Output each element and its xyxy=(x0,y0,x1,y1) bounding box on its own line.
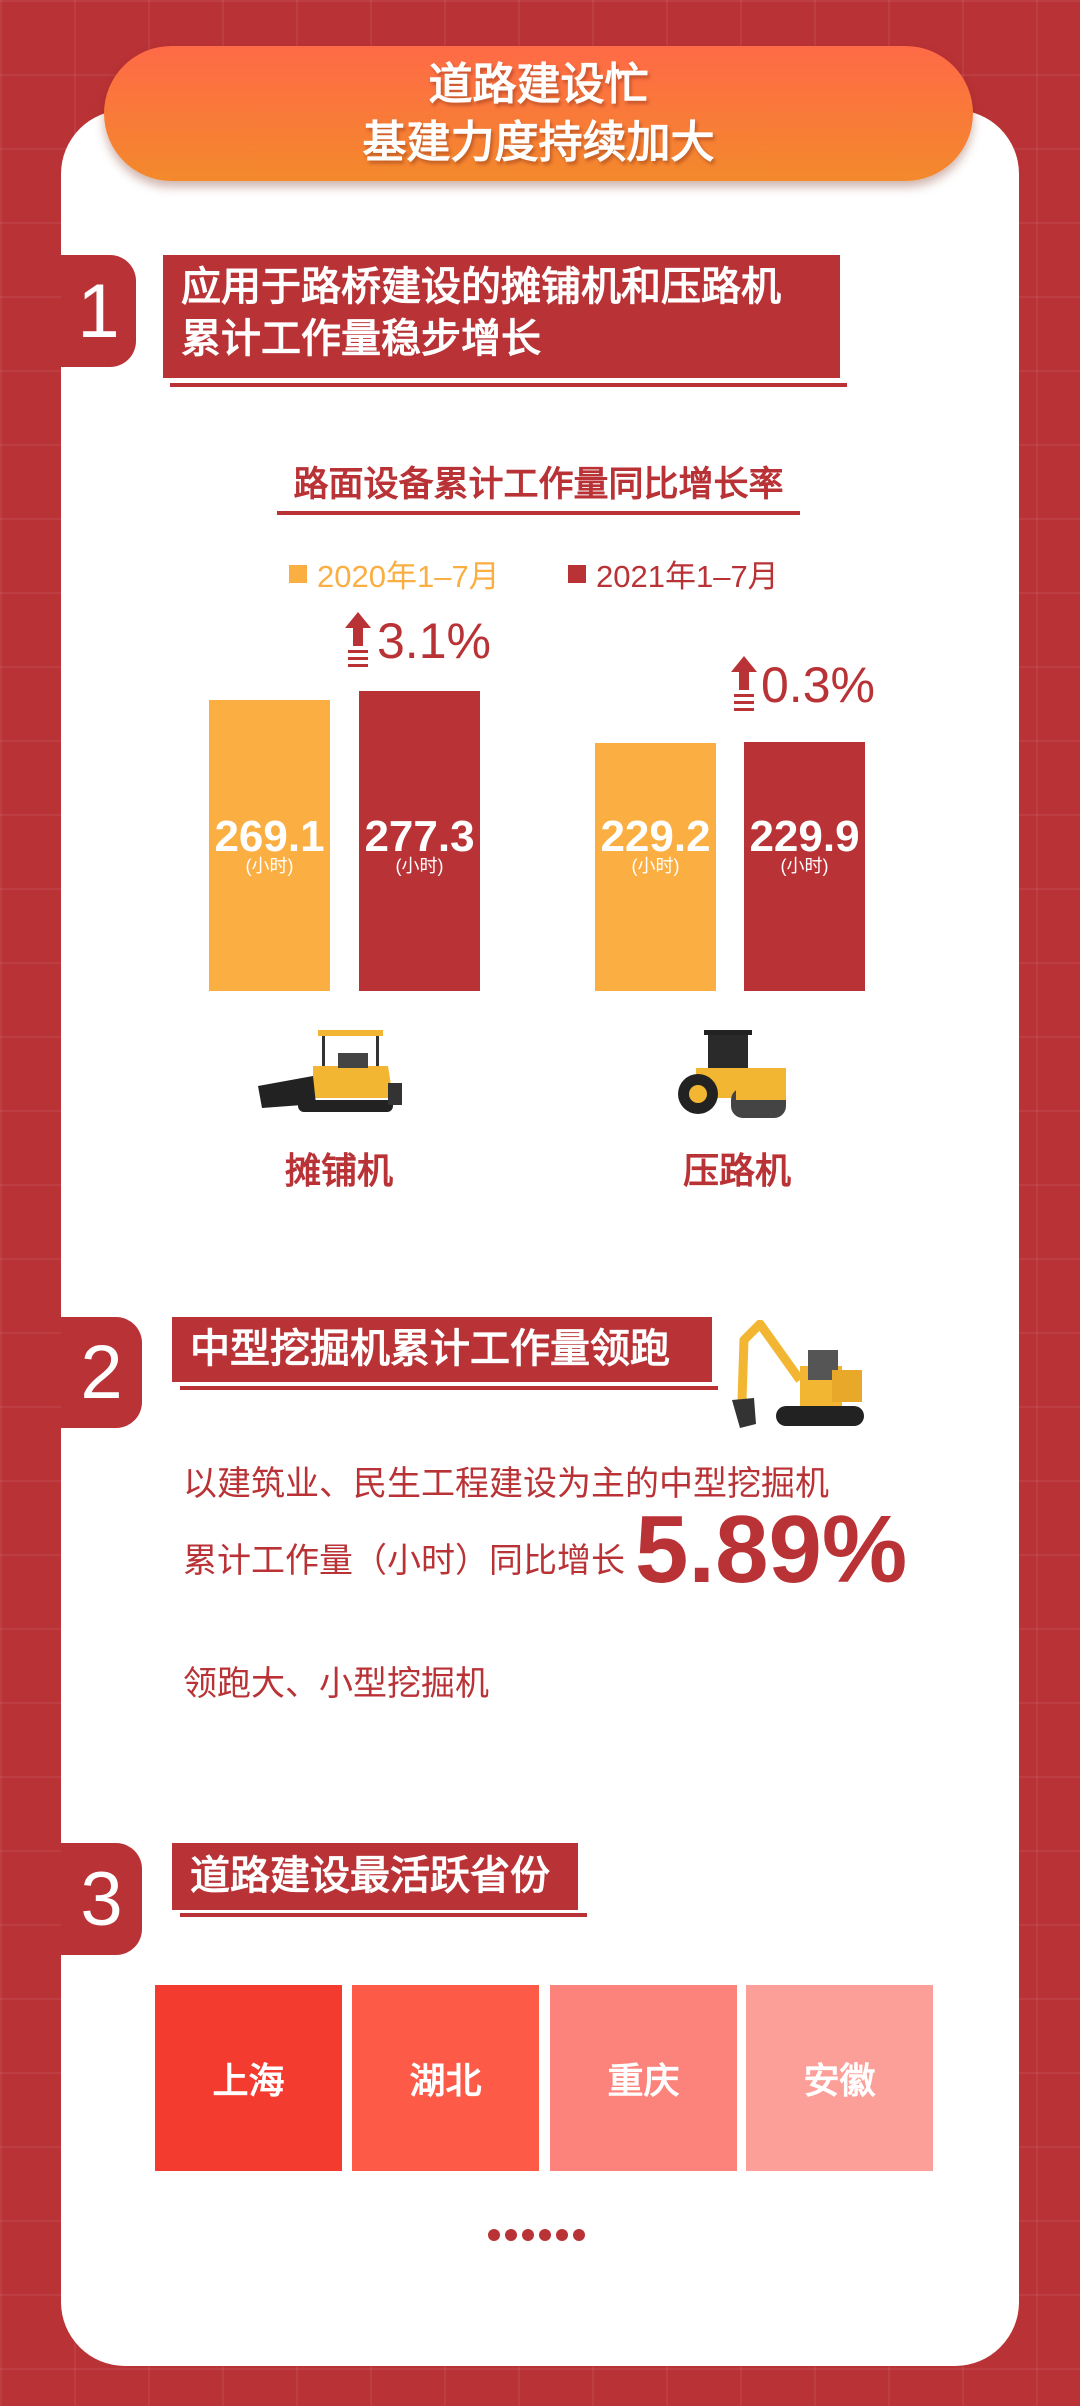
bar-value-label: 229.2 xyxy=(600,811,711,861)
section-number: 2 xyxy=(61,1317,142,1428)
dot xyxy=(521,2229,534,2241)
dot xyxy=(538,2229,551,2241)
province-tile: 上海 xyxy=(155,1985,342,2171)
section-number: 3 xyxy=(61,1843,142,1955)
paver-image xyxy=(258,1030,402,1112)
section1-title-line2: 累计工作量稳步增长 xyxy=(181,317,541,361)
roller-image xyxy=(678,1030,786,1118)
bar-value-label: 269.1 xyxy=(214,811,325,861)
bar-value-label: 229.9 xyxy=(749,811,860,861)
dot xyxy=(572,2229,585,2241)
more-ellipsis xyxy=(485,2228,587,2246)
section-number: 1 xyxy=(61,255,136,367)
chart-title: 路面设备累计工作量同比增长率 xyxy=(277,456,800,515)
legend-item-2021: 2021年1–7月 xyxy=(568,551,779,596)
dot xyxy=(487,2229,500,2241)
divider xyxy=(170,383,847,387)
bar-unit-label: (小时) xyxy=(780,855,829,876)
legend-swatch xyxy=(289,564,307,583)
section2-line3: 领跑大、小型挖掘机 xyxy=(183,1665,489,1703)
growth-paver: 3.1% xyxy=(345,612,491,670)
divider xyxy=(180,1386,718,1390)
growth-roller: 0.3% xyxy=(731,656,875,714)
legend-label: 2021年1–7月 xyxy=(596,559,779,594)
excavator-image xyxy=(732,1320,864,1428)
province-tile: 重庆 xyxy=(550,1985,737,2171)
bar-1-1: 229.9 (小时) xyxy=(744,742,865,991)
province-tile: 湖北 xyxy=(352,1985,539,2171)
legend-item-2020: 2020年1–7月 xyxy=(289,551,500,596)
bar-unit-label: (小时) xyxy=(395,855,444,876)
highlight-value: 5.89% xyxy=(635,1496,908,1603)
province-tile: 安徽 xyxy=(746,1985,933,2171)
bar-0-1: 277.3 (小时) xyxy=(359,691,480,991)
up-arrow-icon xyxy=(731,656,757,711)
section2-line2: 累计工作量（小时）同比增长 5.89% xyxy=(183,1500,907,1600)
section1-title-line1: 应用于路桥建设的摊铺机和压路机 xyxy=(181,265,781,309)
growth-value: 3.1% xyxy=(377,613,491,669)
section2-line1: 以建筑业、民生工程建设为主的中型挖掘机 xyxy=(183,1465,829,1503)
bar-value-label: 277.3 xyxy=(364,811,475,861)
section2-line2-text: 累计工作量（小时）同比增长 xyxy=(183,1542,625,1580)
legend-swatch xyxy=(568,564,586,583)
bar-chart: 269.1 (小时) 277.3 (小时) 229.2 (小时) 229.9 (小时) xyxy=(0,0,1080,1000)
section1-title: 应用于路桥建设的摊铺机和压路机 累计工作量稳步增长 xyxy=(163,255,840,378)
divider xyxy=(180,1913,587,1917)
category-label-paver: 摊铺机 xyxy=(285,1150,394,1191)
header-title-line1: 道路建设忙 xyxy=(428,59,649,109)
dot xyxy=(504,2229,517,2241)
bar-0-0: 269.1 (小时) xyxy=(209,700,330,991)
section2-title: 中型挖掘机累计工作量领跑 xyxy=(172,1317,712,1382)
dot xyxy=(555,2229,568,2241)
growth-value: 0.3% xyxy=(761,657,875,713)
header-banner: 道路建设忙 基建力度持续加大 xyxy=(104,46,973,181)
header-title-line2: 基建力度持续加大 xyxy=(362,117,715,167)
legend-label: 2020年1–7月 xyxy=(317,559,500,594)
section3-title: 道路建设最活跃省份 xyxy=(172,1843,578,1910)
bar-unit-label: (小时) xyxy=(631,855,680,876)
up-arrow-icon xyxy=(345,612,371,667)
category-label-roller: 压路机 xyxy=(683,1150,792,1191)
bar-unit-label: (小时) xyxy=(245,855,294,876)
bar-1-0: 229.2 (小时) xyxy=(595,743,716,991)
